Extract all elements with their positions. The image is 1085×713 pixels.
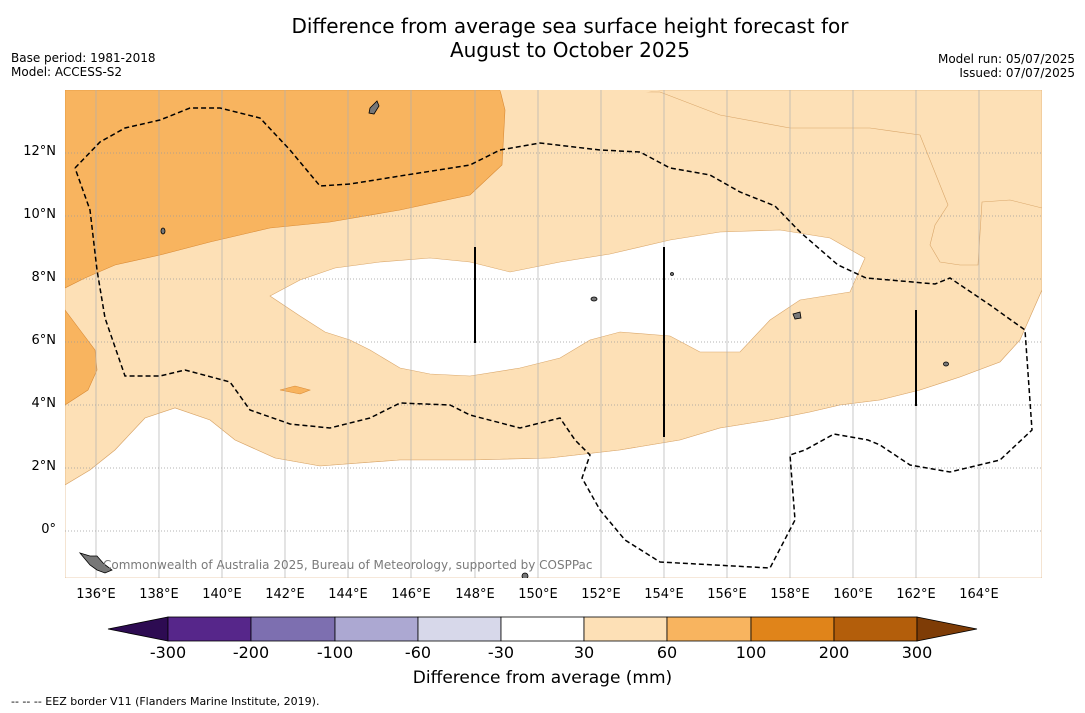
eez-footnote: -- -- -- EEZ border V11 (Flanders Marine… — [11, 695, 320, 708]
island-pohnpei — [792, 311, 802, 320]
transect-lines — [474, 247, 917, 437]
island-guam — [368, 100, 380, 115]
lon-label-150e: 150°E — [518, 587, 558, 602]
anomaly-top-white — [300, 90, 660, 102]
colorbar-extend-high — [916, 616, 978, 642]
colorbar-tick-60: 60 — [656, 643, 678, 662]
lat-label-0: 0° — [41, 522, 56, 537]
colorbar-seg-3 — [334, 616, 419, 642]
lat-label-6n: 6°N — [31, 333, 57, 348]
lon-label-152e: 152°E — [581, 587, 621, 602]
map-title-line2: August to October 2025 — [449, 38, 691, 62]
colorbar-seg-2 — [250, 616, 336, 642]
map-title-line1: Difference from average sea surface heig… — [291, 14, 849, 38]
colorbar-tick--60: -60 — [404, 643, 432, 662]
colorbar-extend-low — [107, 616, 169, 642]
lat-label-10n: 10°N — [23, 207, 56, 222]
colorbar-seg-4 — [417, 616, 502, 642]
meta-left: Base period: 1981-2018 Model: ACCESS-S2 — [11, 51, 156, 79]
colorbar-tick--100: -100 — [316, 643, 354, 662]
lon-label-142e: 142°E — [265, 587, 305, 602]
island-dot-3 — [670, 272, 674, 276]
island-dot-5 — [521, 572, 529, 578]
lat-label-12n: 12°N — [23, 144, 56, 159]
model-run: Model run: 05/07/2025 — [937, 52, 1075, 66]
colorbar-tick-30: 30 — [573, 643, 595, 662]
meta-right: Model run: 05/07/2025 Issued: 07/07/2025 — [938, 52, 1075, 80]
colorbar-seg-6 — [583, 616, 668, 642]
lon-label-164e: 164°E — [959, 587, 999, 602]
land-islands — [78, 100, 949, 578]
colorbar-seg-9 — [833, 616, 918, 642]
colorbar-tick--300: -300 — [149, 643, 187, 662]
colorbar-title: Difference from average (mm) — [412, 668, 673, 688]
island-png-north — [78, 552, 113, 574]
map-plot-area — [65, 90, 1042, 578]
colorbar — [107, 616, 978, 642]
anomaly-patch-small — [279, 385, 311, 395]
lon-label-154e: 154°E — [644, 587, 684, 602]
model-name: Model: ACCESS-S2 — [11, 65, 123, 79]
colorbar-seg-8 — [750, 616, 835, 642]
map-grid — [65, 152, 1042, 532]
anomaly-patch-west — [65, 309, 98, 406]
lon-label-156e: 156°E — [707, 587, 747, 602]
lon-label-148e: 148°E — [455, 587, 495, 602]
lat-label-2n: 2°N — [31, 459, 57, 474]
island-dot-1 — [160, 227, 166, 235]
map-title: Difference from average sea surface heig… — [0, 14, 1085, 62]
eez-border — [74, 107, 1033, 569]
map-meridians — [95, 90, 980, 578]
colorbar-seg-7 — [666, 616, 752, 642]
lon-label-140e: 140°E — [202, 587, 242, 602]
colorbar-tick--30: -30 — [487, 643, 515, 662]
island-dot-4 — [943, 361, 949, 367]
island-dot-2 — [590, 296, 598, 302]
colorbar-seg-5 — [500, 616, 585, 642]
lon-label-138e: 138°E — [139, 587, 179, 602]
issued-date: Issued: 07/07/2025 — [959, 66, 1075, 80]
anomaly-neutral-region — [269, 229, 866, 377]
lon-label-136e: 136°E — [76, 587, 116, 602]
lat-label-8n: 8°N — [31, 270, 57, 285]
colorbar-seg-1 — [167, 616, 252, 642]
base-period: Base period: 1981-2018 — [11, 51, 156, 65]
lon-label-146e: 146°E — [391, 587, 431, 602]
colorbar-tick-100: 100 — [735, 643, 767, 662]
colorbar-tick--200: -200 — [232, 643, 270, 662]
lat-label-4n: 4°N — [31, 396, 57, 411]
colorbar-tick-300: 300 — [901, 643, 933, 662]
lon-label-144e: 144°E — [328, 587, 368, 602]
copyright-text: Commonwealth of Australia 2025, Bureau o… — [103, 558, 593, 572]
lon-label-158e: 158°E — [770, 587, 810, 602]
lon-label-162e: 162°E — [896, 587, 936, 602]
lon-label-160e: 160°E — [833, 587, 873, 602]
anomaly-neutral-south — [65, 289, 1042, 578]
colorbar-tick-200: 200 — [818, 643, 850, 662]
